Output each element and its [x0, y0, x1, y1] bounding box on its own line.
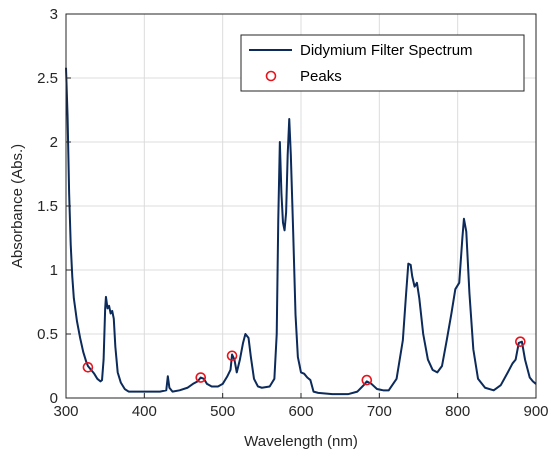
series-line-group	[65, 67, 537, 396]
peak-marker	[361, 374, 373, 386]
x-tick-label: 800	[445, 403, 470, 420]
peak-marker	[195, 372, 207, 383]
x-tick-label: 700	[367, 403, 392, 420]
y-tick-label: 2	[50, 134, 58, 151]
x-tick-label: 400	[132, 403, 157, 420]
y-tick-label: 1.5	[37, 198, 58, 215]
y-tick-label: 1	[50, 262, 58, 279]
legend-label-peaks: Peaks	[300, 68, 342, 85]
x-axis-title: Wavelength (nm)	[244, 433, 358, 450]
y-tick-label: 2.5	[37, 70, 58, 87]
y-axis-title: Absorbance (Abs.)	[9, 144, 26, 268]
y-tick-label: 3	[50, 6, 58, 23]
x-tick-label: 500	[210, 403, 235, 420]
x-tick-label: 900	[523, 403, 548, 420]
legend-box	[240, 34, 525, 92]
peak-markers-group	[82, 336, 526, 386]
x-axis: 300 400 500 600 700 800 900	[53, 393, 549, 420]
y-axis: 0 0.5 1 1.5 2 2.5 3	[37, 6, 71, 407]
y-tick-label: 0	[50, 390, 58, 407]
peak-marker	[226, 350, 238, 362]
legend-marker-swatch	[265, 70, 277, 82]
x-tick-label: 300	[53, 403, 78, 420]
peak-marker	[82, 361, 94, 373]
legend-label-spectrum: Didymium Filter Spectrum	[300, 42, 473, 59]
x-tick-label: 600	[288, 403, 313, 420]
peak-marker	[515, 336, 526, 347]
y-tick-label: 0.5	[37, 326, 58, 343]
spectrum-line	[65, 67, 537, 396]
legend: Didymium Filter Spectrum Peaks	[240, 34, 525, 92]
